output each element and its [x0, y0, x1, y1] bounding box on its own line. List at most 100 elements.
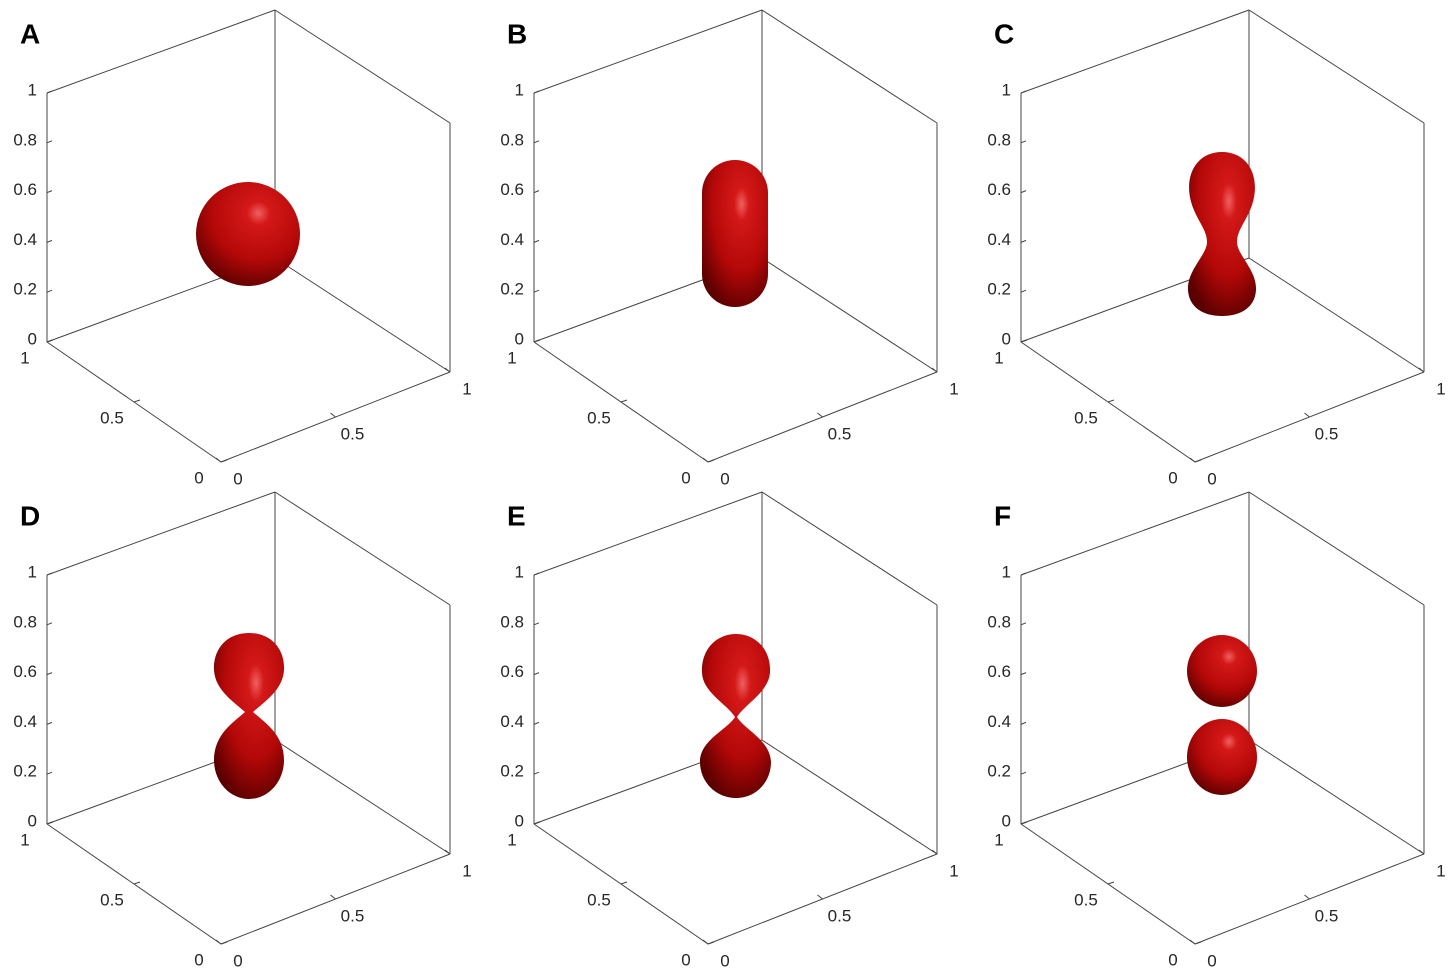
panel-label: F	[994, 500, 1011, 531]
z-tick-label: 1	[1002, 562, 1011, 581]
x-tick	[818, 413, 823, 417]
z-tick-label: 0	[28, 329, 37, 348]
x-tick	[932, 850, 937, 854]
y-tick	[134, 400, 140, 402]
x-tick	[932, 368, 937, 372]
x-tick	[1305, 413, 1310, 417]
x-tick-label: 1	[462, 379, 471, 398]
x-tick-label: 1	[1436, 379, 1445, 398]
y-tick-label: 0	[194, 468, 203, 487]
x-tick-label: 0.5	[1315, 906, 1339, 925]
z-tick-label: 0.4	[13, 230, 37, 249]
y-tick-label: 0	[1168, 468, 1177, 487]
y-tick-label: 0.5	[587, 408, 611, 427]
box-edge	[47, 10, 275, 93]
z-tick	[1021, 673, 1026, 675]
z-tick	[534, 623, 539, 625]
z-tick-label: 0.2	[13, 762, 37, 781]
z-tick-label: 0.6	[500, 180, 524, 199]
x-tick	[1305, 895, 1310, 899]
y-tick-label: 1	[994, 830, 1003, 849]
z-tick	[47, 673, 52, 675]
x-tick	[445, 850, 450, 854]
z-tick-label: 0.2	[987, 762, 1011, 781]
panel-label: E	[507, 500, 526, 531]
y-tick	[621, 882, 627, 884]
z-tick-label: 0	[1002, 329, 1011, 348]
x-tick-label: 0	[1207, 469, 1216, 488]
z-tick	[1021, 191, 1026, 193]
z-tick	[47, 141, 52, 143]
z-tick-label: 1	[1002, 80, 1011, 99]
z-tick	[47, 722, 52, 724]
x-tick-label: 1	[462, 861, 471, 880]
y-tick	[1108, 400, 1114, 402]
z-tick-label: 0.2	[13, 280, 37, 299]
panel-label: D	[20, 500, 40, 531]
panel-label: B	[507, 18, 527, 49]
z-tick	[47, 240, 52, 242]
z-tick-label: 0.4	[987, 712, 1011, 731]
z-tick	[534, 290, 539, 292]
z-tick-label: 0.6	[987, 180, 1011, 199]
y-tick-label: 1	[994, 348, 1003, 367]
z-tick	[1021, 623, 1026, 625]
lower-drop	[1187, 719, 1257, 795]
x-tick	[216, 940, 221, 944]
z-tick-label: 0.8	[500, 612, 524, 631]
x-tick	[703, 458, 708, 462]
z-tick-label: 0.8	[987, 612, 1011, 631]
x-tick-label: 1	[949, 379, 958, 398]
z-tick-label: 0.4	[500, 230, 524, 249]
z-tick	[1021, 573, 1026, 575]
z-tick	[534, 141, 539, 143]
z-tick	[1021, 772, 1026, 774]
box-edge	[1021, 492, 1249, 575]
x-tick-label: 0	[720, 469, 729, 488]
z-tick-label: 1	[515, 80, 524, 99]
box-edge	[1249, 740, 1424, 854]
x-tick	[1419, 368, 1424, 372]
z-tick-label: 0.8	[500, 130, 524, 149]
z-tick-label: 0.4	[13, 712, 37, 731]
y-tick-label: 0.5	[1074, 890, 1098, 909]
x-tick	[331, 413, 336, 417]
x-tick	[1190, 940, 1195, 944]
z-tick-label: 0.2	[987, 280, 1011, 299]
x-tick-label: 0.5	[1315, 424, 1339, 443]
z-tick-label: 0.6	[987, 662, 1011, 681]
box-edge	[1249, 258, 1424, 372]
sphere	[196, 182, 300, 286]
z-tick-label: 0.8	[13, 130, 37, 149]
z-tick	[534, 772, 539, 774]
z-tick	[47, 772, 52, 774]
box-edge	[1249, 492, 1424, 605]
z-tick	[1021, 91, 1026, 93]
panel: A00.20.40.60.8100.5100.51	[13, 10, 471, 488]
panel-label: C	[994, 18, 1014, 49]
z-tick-label: 0.8	[13, 612, 37, 631]
z-tick-label: 0	[28, 811, 37, 830]
z-tick-label: 1	[515, 562, 524, 581]
x-tick	[1190, 458, 1195, 462]
box-edge	[534, 492, 762, 575]
y-tick-label: 0	[194, 950, 203, 969]
x-tick-label: 0.5	[341, 424, 365, 443]
box-edge	[762, 10, 937, 123]
z-tick-label: 0.6	[500, 662, 524, 681]
z-tick	[534, 191, 539, 193]
split-drop	[700, 634, 771, 798]
box-edge	[47, 492, 275, 575]
x-tick	[216, 458, 221, 462]
z-tick	[47, 191, 52, 193]
y-tick	[621, 400, 627, 402]
z-tick-label: 0.4	[500, 712, 524, 731]
panel: B00.20.40.60.8100.5100.51	[500, 10, 958, 488]
z-tick-label: 0.2	[500, 762, 524, 781]
y-tick-label: 0.5	[587, 890, 611, 909]
y-tick-label: 0.5	[100, 408, 124, 427]
z-tick-label: 1	[28, 80, 37, 99]
box-edge	[762, 740, 937, 854]
